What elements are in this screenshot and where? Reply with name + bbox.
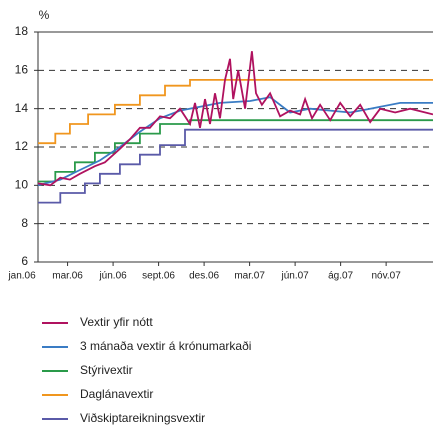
- y-tick-label: 18: [15, 24, 29, 38]
- x-tick-label: jún.06: [98, 271, 127, 282]
- x-tick-label: jan.06: [7, 271, 36, 282]
- x-tick-label: des.06: [189, 271, 219, 282]
- y-tick-label: 8: [21, 216, 28, 230]
- series-line: [37, 96, 433, 187]
- y-tick-label: 12: [15, 139, 29, 153]
- series-line: [38, 79, 433, 145]
- x-tick-label: sept.06: [142, 271, 175, 282]
- legend-label: Stýrivextir: [80, 363, 133, 377]
- y-tick-label: 14: [15, 101, 29, 115]
- legend-label: Vextir yfir nótt: [80, 315, 153, 329]
- legend-label: Viðskiptareikningsvextir: [80, 411, 205, 425]
- x-tick-label: jún.07: [280, 271, 309, 282]
- series-line: [38, 119, 433, 183]
- y-unit: %: [39, 8, 50, 22]
- y-tick-label: 10: [15, 178, 29, 192]
- y-tick-label: 16: [15, 63, 29, 77]
- series-line: [37, 51, 433, 187]
- x-tick-label: mar.07: [234, 271, 265, 282]
- x-tick-label: ág.07: [328, 271, 353, 282]
- legend-label: 3 mánaða vextir á krónumarkaði: [80, 339, 251, 353]
- legend-label: Daglánavextir: [80, 387, 153, 401]
- x-tick-label: mar.06: [52, 271, 83, 282]
- y-tick-label: 6: [21, 254, 28, 268]
- x-tick-label: nóv.07: [371, 271, 401, 282]
- series-line: [38, 128, 433, 204]
